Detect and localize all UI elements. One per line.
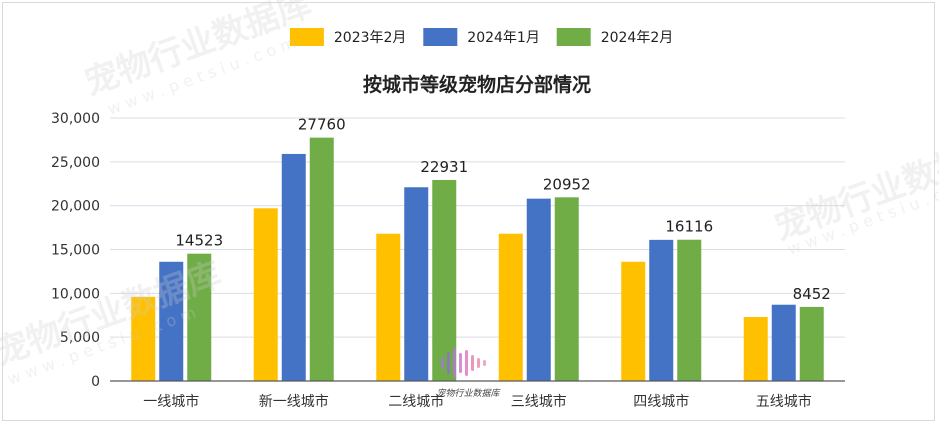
data-label: 20952 — [543, 175, 591, 193]
x-tick-label: 三线城市 — [511, 393, 567, 410]
bar — [799, 306, 824, 381]
bar — [743, 317, 768, 381]
x-tick-label: 四线城市 — [633, 393, 689, 410]
bar — [677, 239, 702, 381]
bar — [404, 187, 429, 381]
y-axis: 0 5,000 10,000 15,000 20,000 25,000 30,000 — [51, 111, 100, 390]
data-labels: 14523 27760 22931 20952 16116 8452 — [175, 116, 830, 303]
legend-label: 2024年2月 — [601, 30, 674, 46]
y-tick-label: 25,000 — [51, 155, 100, 171]
legend-swatch — [423, 28, 458, 46]
bar — [131, 296, 156, 381]
bar — [621, 261, 646, 381]
logo-text: 宠物行业数据库 — [436, 388, 501, 399]
bars — [131, 137, 824, 381]
y-tick-label: 15,000 — [51, 243, 100, 259]
data-label: 27760 — [298, 116, 346, 134]
legend-swatch — [289, 28, 324, 46]
logo: 宠物行业数据库 — [436, 348, 501, 399]
legend-swatch — [556, 28, 591, 46]
bar — [526, 198, 551, 381]
x-axis: 一线城市 新一线城市 二线城市 三线城市 四线城市 五线城市 — [110, 380, 845, 410]
logo-bars-icon — [441, 348, 486, 378]
x-tick-label: 一线城市 — [143, 393, 199, 410]
data-label: 16116 — [665, 218, 713, 236]
bar — [771, 304, 796, 381]
x-tick-label: 五线城市 — [756, 393, 812, 410]
bar — [432, 179, 457, 381]
data-label: 22931 — [420, 158, 468, 176]
chart-title: 按城市等级宠物店分部情况 — [363, 73, 591, 96]
bar — [281, 153, 306, 381]
bar — [309, 137, 334, 381]
bar — [554, 197, 579, 381]
y-tick-label: 0 — [91, 374, 100, 390]
bar — [187, 253, 212, 381]
bar — [649, 239, 674, 381]
watermark: 宠物行业数据库 w w w . p e t s i u . c o m 宠物行业… — [0, 0, 939, 389]
y-tick-label: 10,000 — [51, 286, 100, 302]
bar — [159, 261, 184, 381]
data-label: 8452 — [793, 285, 831, 303]
bar — [498, 233, 523, 381]
y-tick-label: 5,000 — [60, 330, 100, 346]
legend-label: 2023年2月 — [334, 30, 407, 46]
legend-label: 2024年1月 — [467, 30, 540, 46]
legend: 2023年2月 2024年1月 2024年2月 — [289, 28, 674, 46]
x-tick-label: 新一线城市 — [259, 393, 329, 410]
bar — [253, 208, 278, 381]
y-tick-label: 30,000 — [51, 111, 100, 127]
y-tick-label: 20,000 — [51, 199, 100, 215]
bar — [376, 233, 401, 381]
gridlines — [110, 117, 845, 338]
data-label: 14523 — [175, 232, 223, 250]
x-tick-label: 二线城市 — [388, 393, 444, 410]
